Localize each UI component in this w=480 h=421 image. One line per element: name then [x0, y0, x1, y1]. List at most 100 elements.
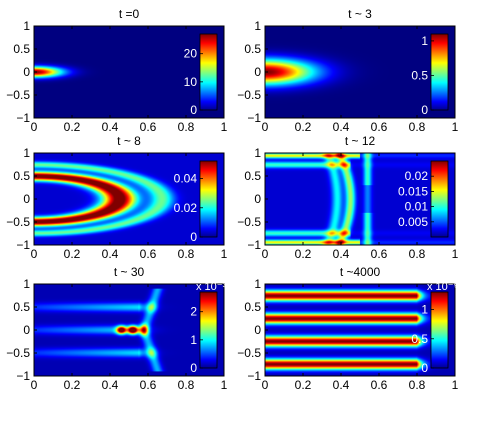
colorbar: 0.020.015 0.010.005 — [398, 160, 449, 238]
x-tick-label: 0.6 — [140, 378, 157, 392]
heatmap-panel-5: t ~ 30 0 0.2 0.4 0.6 0.8 1 1 0.5 0 −0.5 −1 2 1 0 x 10⁻³ — [6, 265, 227, 392]
colorbar-tick-label: 2 — [190, 305, 197, 319]
y-tick-label: 1 — [23, 19, 30, 33]
heatmap-image — [265, 284, 455, 376]
colorbar-gradient — [199, 33, 218, 111]
y-tick-label: 1 — [23, 146, 30, 160]
y-tick-label: 1 — [254, 19, 261, 33]
colorbar-tick-label: 0 — [190, 230, 197, 244]
colorbar-tick-label: 0.04 — [174, 172, 198, 186]
y-tick-label: −1 — [16, 238, 30, 252]
x-tick-label: 0.2 — [295, 247, 312, 261]
y-tick-label: 0 — [23, 65, 30, 79]
colorbar-gradient — [199, 291, 218, 369]
heatmap-image — [34, 153, 224, 245]
y-tick-label: 0 — [254, 323, 261, 337]
colorbar-exponent: x 10⁻⁹ — [427, 281, 458, 293]
heatmap-image — [34, 26, 224, 118]
x-tick-label: 0.2 — [295, 378, 312, 392]
colorbar-tick-label: 0.005 — [398, 215, 428, 229]
x-tick-label: 0.2 — [64, 247, 81, 261]
y-tick-label: −0.5 — [6, 346, 30, 360]
y-tick-label: −0.5 — [6, 215, 30, 229]
y-tick-label: 0 — [23, 323, 30, 337]
panel-title: t ~ 12 — [345, 134, 376, 148]
x-tick-label: 1 — [221, 378, 228, 392]
y-tick-label: 1 — [254, 146, 261, 160]
panel-title: t ~ 3 — [348, 7, 372, 21]
x-tick-label: 0.4 — [333, 247, 350, 261]
x-tick-label: 1 — [452, 120, 459, 134]
x-tick-label: 0.4 — [102, 120, 119, 134]
heatmap-panel-6: t ~4000 0 0.2 0.4 0.6 0.8 1 1 0.5 0 −0.5 −1 1 0.5 0 x 1… — [237, 265, 458, 392]
x-tick-label: 0.8 — [178, 378, 195, 392]
panel-title: t ~ 30 — [114, 265, 145, 279]
colorbar-tick-label: 10 — [184, 75, 198, 89]
y-tick-label: 1 — [254, 277, 261, 291]
heatmap-panel-1: t =0 0 0.2 0.4 0.6 0.8 1 1 0.5 0 −0.5 −1 20 10 0 — [6, 7, 227, 134]
heatmap-panel-3: t ~ 8 0 0.2 0.4 0.6 0.8 1 1 0.5 0 −0.5 −1 0.04 0.02 0 — [6, 134, 227, 261]
y-tick-label: 0.5 — [13, 169, 30, 183]
colorbar: 10.50 — [411, 33, 449, 117]
x-tick-label: 0.6 — [140, 120, 157, 134]
colorbar-tick-label: 1 — [421, 303, 428, 317]
panel-title: t ~4000 — [340, 265, 381, 279]
x-tick-label: 0.2 — [64, 378, 81, 392]
heatmap-image — [265, 153, 455, 245]
colorbar: 20 10 0 — [184, 33, 218, 117]
heatmap-panel-2: t ~ 30 0.2 0.4 0.6 0.8 110.50−0.5−110.50 — [237, 7, 458, 134]
heatmap-panel-4: t ~ 12 0 0.2 0.4 0.6 0.8 1 1 0.5 0 −0.5 −1 0.020.015… — [237, 134, 458, 261]
colorbar-tick-label: 20 — [184, 47, 198, 61]
x-tick-label: 1 — [452, 247, 459, 261]
x-tick-label: 0.2 — [64, 120, 81, 134]
x-tick-label: 0.4 — [102, 247, 119, 261]
y-tick-label: −1 — [247, 369, 261, 383]
x-tick-label: 0.6 — [140, 247, 157, 261]
colorbar-gradient — [199, 160, 218, 238]
colorbar-tick-label: 0.5 — [411, 332, 428, 346]
y-tick-label: −0.5 — [237, 88, 261, 102]
colorbar: 1 0.5 0 x 10⁻⁹ — [411, 281, 458, 375]
x-tick-label: 0 — [262, 247, 269, 261]
x-tick-label: 0.8 — [409, 120, 426, 134]
x-tick-label: 0.8 — [178, 247, 195, 261]
colorbar-tick-label: 0.02 — [174, 201, 198, 215]
x-tick-label: 0 — [31, 247, 38, 261]
x-tick-label: 0 — [262, 378, 269, 392]
colorbar: 2 1 0 x 10⁻³ — [190, 281, 226, 375]
x-tick-label: 0.6 — [371, 120, 388, 134]
y-tick-label: 0.5 — [244, 169, 261, 183]
x-tick-label: 0 — [31, 378, 38, 392]
y-tick-label: −0.5 — [237, 346, 261, 360]
y-tick-label: −1 — [16, 369, 30, 383]
colorbar-tick-label: 1 — [421, 34, 428, 48]
colorbar-tick-label: 0.5 — [411, 68, 428, 82]
y-tick-label: −0.5 — [6, 88, 30, 102]
y-tick-label: 1 — [23, 277, 30, 291]
x-tick-label: 0.8 — [409, 247, 426, 261]
x-tick-label: 1 — [221, 120, 228, 134]
panel-title: t ~ 8 — [117, 134, 141, 148]
colorbar-tick-label: 0.015 — [398, 184, 428, 198]
colorbar-gradient — [430, 291, 449, 369]
y-tick-label: −1 — [247, 238, 261, 252]
colorbar: 0.04 0.02 0 — [174, 160, 218, 244]
x-tick-label: 0.2 — [295, 120, 312, 134]
y-tick-label: −1 — [247, 111, 261, 125]
x-tick-label: 0.4 — [333, 378, 350, 392]
x-tick-label: 0.8 — [409, 378, 426, 392]
y-tick-label: 0 — [254, 65, 261, 79]
y-tick-label: 0.5 — [13, 42, 30, 56]
heatmap-image — [265, 26, 455, 118]
x-tick-label: 1 — [221, 247, 228, 261]
x-tick-label: 0 — [31, 120, 38, 134]
colorbar-exponent: x 10⁻³ — [196, 281, 227, 293]
colorbar-gradient — [430, 33, 449, 111]
x-tick-label: 1 — [452, 378, 459, 392]
panel-title: t =0 — [119, 7, 140, 21]
colorbar-tick-label: 1 — [190, 333, 197, 347]
y-tick-label: 0.5 — [244, 300, 261, 314]
x-tick-label: 0.6 — [371, 247, 388, 261]
colorbar-tick-label: 0.02 — [405, 169, 429, 183]
